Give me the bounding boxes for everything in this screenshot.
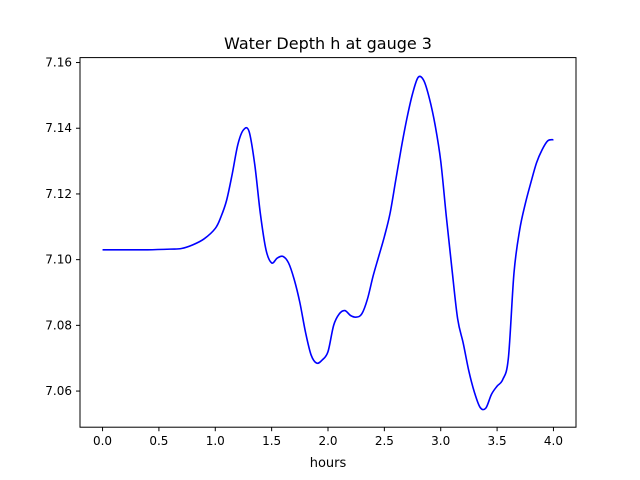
y-tick-label: 7.08 <box>45 318 72 332</box>
chart-title: Water Depth h at gauge 3 <box>224 34 432 53</box>
y-tick-label: 7.10 <box>45 253 72 267</box>
plot-area: 0.0 0.5 1.0 1.5 2.0 2.5 3.0 3.5 4.0 7.06 7.08 7.10… <box>45 56 577 448</box>
series-line <box>102 75 554 411</box>
x-tick-label: 2.5 <box>375 434 394 448</box>
x-tick-label: 1.0 <box>206 434 225 448</box>
x-tick-label: 3.0 <box>431 434 450 448</box>
x-axis-ticks: 0.0 0.5 1.0 1.5 2.0 2.5 3.0 3.5 4.0 <box>93 427 563 448</box>
y-tick-label: 7.14 <box>45 121 72 135</box>
y-tick-label: 7.16 <box>45 56 72 70</box>
x-tick-label: 1.5 <box>262 434 281 448</box>
y-tick-label: 7.06 <box>45 384 72 398</box>
x-axis-label: hours <box>310 456 347 471</box>
x-tick-label: 4.0 <box>544 434 563 448</box>
x-tick-label: 2.0 <box>318 434 337 448</box>
x-tick-label: 3.5 <box>488 434 507 448</box>
x-tick-label: 0.5 <box>149 434 168 448</box>
y-axis-ticks: 7.06 7.08 7.10 7.12 7.14 7.16 <box>45 56 80 398</box>
y-tick-label: 7.12 <box>45 187 72 201</box>
x-tick-label: 0.0 <box>93 434 112 448</box>
series-layer <box>102 75 554 411</box>
